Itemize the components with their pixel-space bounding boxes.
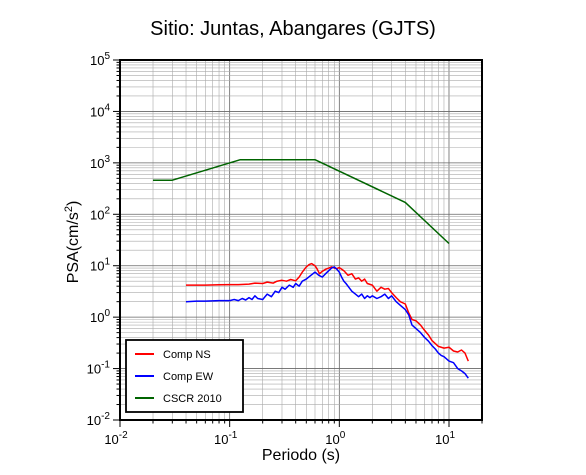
y-tick-label: 104: [90, 102, 110, 119]
legend-box: [125, 339, 244, 413]
y-tick-label: 103: [90, 154, 110, 171]
plot-frame: [119, 59, 483, 421]
y-tick-label: 101: [90, 257, 110, 274]
y-tick-label: 10-2: [87, 411, 111, 428]
legend-label: Comp NS: [163, 349, 211, 361]
legend-label: CSCR 2010: [163, 393, 222, 405]
legend-label: Comp EW: [163, 371, 214, 383]
x-tick-label: 101: [435, 430, 455, 447]
x-tick-label: 10-2: [104, 430, 128, 447]
y-axis-label: PSA(cm/s2): [63, 201, 83, 284]
y-axis-label-end: ): [65, 200, 83, 207]
series-line-comp-ns: [186, 262, 469, 362]
x-axis-label: Periodo (s): [261, 447, 341, 464]
y-tick-label: 100: [90, 308, 110, 325]
y-axis-label-superscript: 2: [62, 206, 75, 213]
chart-title: Sitio: Juntas, Abangares (GJTS): [150, 18, 436, 40]
x-tick-label: 10-1: [214, 430, 238, 447]
y-tick-label: 105: [90, 51, 110, 68]
y-tick-label: 102: [90, 205, 110, 222]
x-tick-label: 100: [325, 430, 345, 447]
y-axis-label-main: PSA(cm/s: [65, 212, 83, 284]
series-line-cscr-2010: [153, 158, 450, 245]
y-tick-label: 10-1: [87, 360, 111, 377]
series-line-comp-ew: [185, 266, 469, 379]
